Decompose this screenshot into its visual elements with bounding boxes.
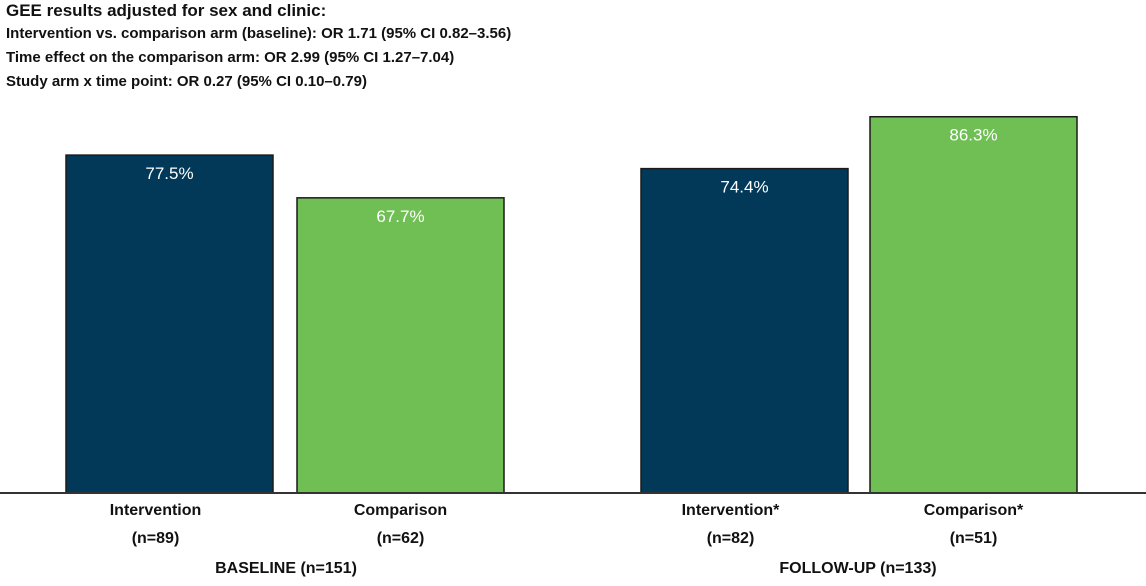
category-label-baseline-intervention: Intervention (110, 502, 202, 519)
category-label-baseline-comparison: Comparison (354, 502, 447, 519)
value-label-followup-comparison: 86.3% (949, 126, 997, 145)
category-n-baseline-intervention: (n=89) (132, 530, 180, 547)
category-label-followup-intervention: Intervention* (682, 502, 781, 519)
value-label-baseline-comparison: 67.7% (376, 207, 424, 226)
chart-header: GEE results adjusted for sex and clinic:… (6, 0, 511, 93)
bar-baseline-comparison (296, 197, 505, 494)
header-line-interaction: Study arm x time point: OR 0.27 (95% CI … (6, 73, 367, 90)
bar-followup-intervention (640, 167, 849, 494)
group-label-baseline: BASELINE (n=151) (215, 560, 357, 577)
header-line-time-effect: Time effect on the comparison arm: OR 2.… (6, 49, 455, 66)
category-n-followup-intervention: (n=82) (707, 530, 755, 547)
category-n-baseline-comparison: (n=62) (377, 530, 425, 547)
header-title: GEE results adjusted for sex and clinic: (6, 1, 327, 20)
category-n-followup-comparison: (n=51) (950, 530, 998, 547)
group-label-followup: FOLLOW-UP (n=133) (779, 560, 936, 577)
header-line-baseline-or: Intervention vs. comparison arm (baselin… (6, 25, 512, 42)
value-label-followup-intervention: 74.4% (720, 178, 768, 197)
value-label-baseline-intervention: 77.5% (145, 164, 193, 183)
bar-followup-comparison (869, 115, 1078, 494)
bar-baseline-intervention (65, 154, 274, 494)
category-label-followup-comparison: Comparison* (924, 502, 1024, 519)
